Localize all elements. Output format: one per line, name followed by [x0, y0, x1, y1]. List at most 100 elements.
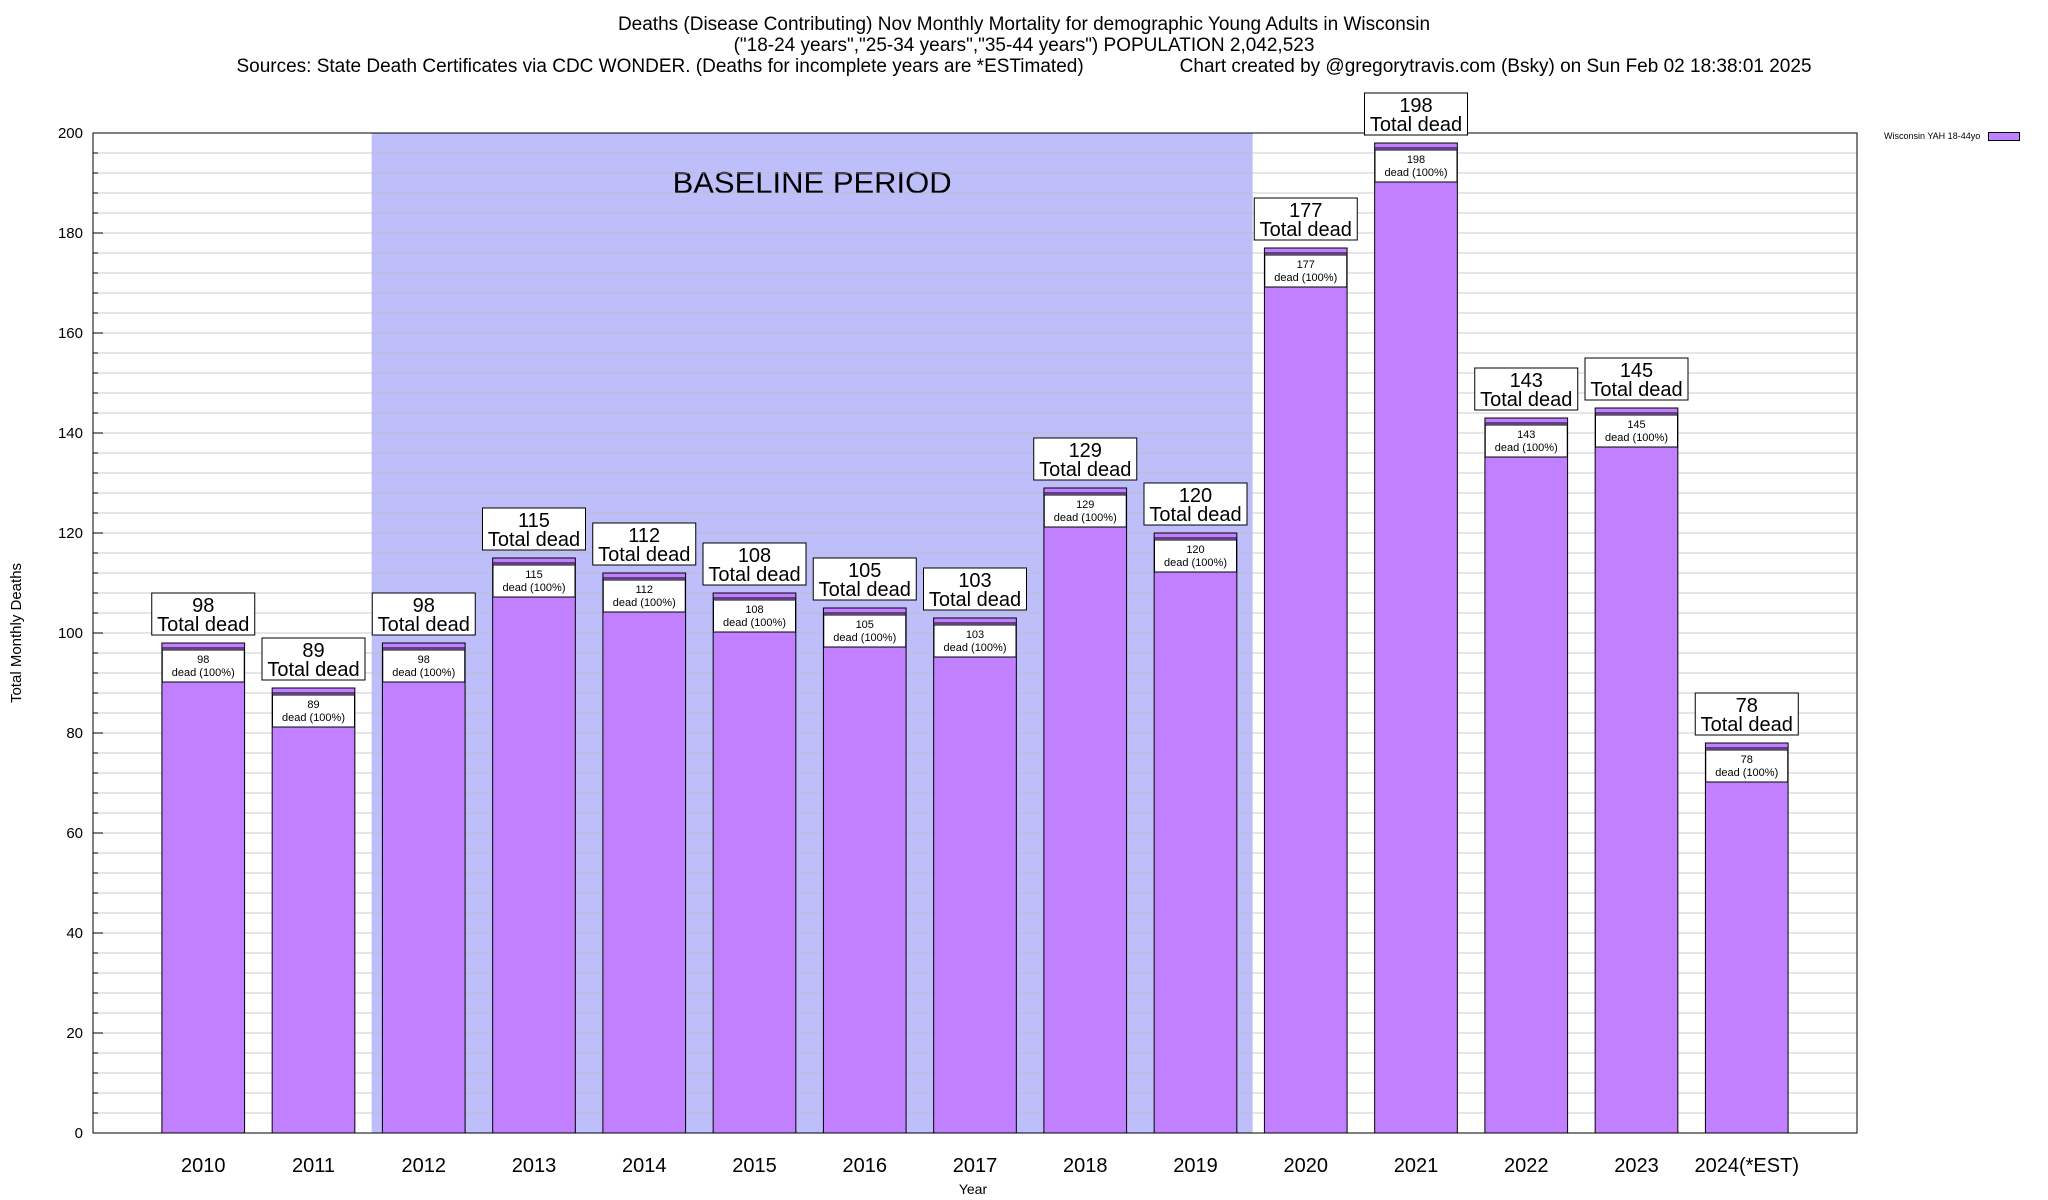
top-value-label: 112 — [628, 525, 660, 547]
inner-percent-label: dead (100%) — [1274, 272, 1337, 284]
y-tick-label: 160 — [58, 325, 83, 342]
top-total-label: Total dead — [598, 544, 690, 566]
x-tick-label: 2013 — [512, 1155, 557, 1177]
bar — [933, 617, 1017, 1134]
inner-percent-label: dead (100%) — [1054, 512, 1117, 524]
inner-value-label: 108 — [745, 604, 763, 616]
y-tick-label: 20 — [66, 1025, 83, 1042]
inner-value-label: 112 — [635, 584, 653, 596]
y-tick-label: 80 — [66, 725, 83, 742]
x-tick-label: 2019 — [1173, 1155, 1218, 1177]
x-tick-label: 2016 — [843, 1155, 888, 1177]
inner-label-box — [1264, 254, 1348, 288]
x-tick-label: 2018 — [1063, 1155, 1108, 1177]
y-tick-label: 200 — [58, 125, 83, 142]
x-tick-label: 2024(*EST) — [1695, 1155, 1800, 1177]
inner-value-label: 177 — [1297, 259, 1315, 271]
inner-percent-label: dead (100%) — [1605, 432, 1668, 444]
top-label-box — [1694, 692, 1799, 736]
x-tick-label: 2017 — [953, 1155, 998, 1177]
chart-title: Deaths (Disease Contributing) Nov Monthl… — [617, 14, 1431, 35]
x-tick-label: 2014 — [622, 1155, 667, 1177]
top-total-label: Total dead — [1701, 714, 1793, 736]
chart-sources: Sources: State Death Certificates via CD… — [236, 56, 1084, 77]
x-tick-label: 2023 — [1614, 1155, 1659, 1177]
top-total-label: Total dead — [1039, 459, 1131, 481]
inner-percent-label: dead (100%) — [172, 667, 235, 679]
bar — [161, 642, 246, 1134]
top-total-label: Total dead — [488, 529, 580, 551]
inner-label-box — [823, 614, 907, 648]
inner-label-box — [492, 564, 576, 598]
bar — [712, 592, 797, 1134]
top-value-label: 143 — [1510, 370, 1543, 392]
top-value-label: 115 — [518, 510, 550, 532]
inner-label-box — [1154, 539, 1237, 573]
top-value-label: 145 — [1620, 360, 1653, 382]
y-tick-label: 120 — [58, 525, 83, 542]
baseline-label: BASELINE PERIOD — [673, 165, 952, 200]
bar — [1594, 407, 1679, 1134]
top-value-label: 105 — [848, 560, 881, 582]
chart-sources-line: Sources: State Death Certificates via CD… — [0, 56, 2048, 77]
inner-value-label: 78 — [1741, 754, 1753, 766]
top-value-label: 198 — [1399, 95, 1432, 117]
chart-credit: Chart created by @gregorytravis.com (Bsk… — [1179, 56, 1812, 77]
x-tick-label: 2012 — [402, 1155, 447, 1177]
top-label-box — [1364, 92, 1468, 136]
inner-label-box — [1043, 494, 1127, 528]
x-tick-label: 2022 — [1504, 1155, 1549, 1177]
x-tick-label: 2010 — [181, 1155, 226, 1177]
top-label-box — [923, 567, 1027, 611]
top-label-box — [1253, 197, 1358, 241]
bar — [602, 572, 687, 1134]
inner-label-box — [1595, 414, 1678, 448]
top-value-label: 98 — [192, 595, 214, 617]
inner-label-box — [1705, 749, 1789, 783]
inner-percent-label: dead (100%) — [282, 712, 345, 724]
inner-value-label: 103 — [966, 629, 984, 641]
inner-value-label: 105 — [856, 619, 874, 631]
inner-percent-label: dead (100%) — [1495, 442, 1558, 454]
inner-percent-label: dead (100%) — [944, 642, 1007, 654]
y-tick-label: 40 — [66, 925, 83, 942]
inner-value-label: 98 — [197, 654, 209, 666]
bar — [1484, 417, 1569, 1134]
inner-value-label: 89 — [307, 699, 319, 711]
x-tick-label: 2021 — [1394, 1155, 1439, 1177]
inner-label-box — [713, 599, 796, 633]
inner-percent-label: dead (100%) — [1164, 557, 1227, 569]
top-value-label: 177 — [1289, 200, 1322, 222]
x-tick-label: 2015 — [732, 1155, 777, 1177]
inner-label-box — [1374, 149, 1458, 183]
inner-value-label: 120 — [1186, 544, 1204, 556]
top-label-box — [1033, 437, 1138, 481]
top-value-label: 78 — [1736, 695, 1758, 717]
chart-subtitle: ("18-24 years","25-34 years","35-44 year… — [733, 35, 1315, 56]
top-label-box — [702, 542, 807, 586]
inner-label-box — [382, 649, 466, 683]
inner-value-label: 145 — [1627, 419, 1645, 431]
inner-label-box — [272, 694, 355, 728]
top-total-label: Total dead — [929, 589, 1021, 611]
top-value-label: 98 — [413, 595, 435, 617]
top-total-label: Total dead — [1370, 114, 1462, 136]
bar — [822, 607, 907, 1134]
inner-percent-label: dead (100%) — [833, 632, 896, 644]
legend-label: Wisconsin YAH 18-44yo — [1884, 131, 1981, 141]
inner-label-box — [1484, 424, 1568, 458]
inner-value-label: 98 — [418, 654, 430, 666]
bar — [1374, 142, 1458, 1134]
bar — [1263, 247, 1348, 1134]
inner-value-label: 129 — [1076, 499, 1094, 511]
inner-percent-label: dead (100%) — [392, 667, 455, 679]
top-total-label: Total dead — [378, 614, 470, 636]
x-tick-label: 2020 — [1284, 1155, 1329, 1177]
top-label-box — [592, 522, 697, 566]
bar — [271, 687, 356, 1134]
y-tick-label: 0 — [75, 1125, 83, 1142]
inner-value-label: 115 — [525, 569, 543, 581]
top-total-label: Total dead — [157, 614, 249, 636]
inner-label-box — [602, 579, 686, 613]
top-total-label: Total dead — [819, 579, 911, 601]
